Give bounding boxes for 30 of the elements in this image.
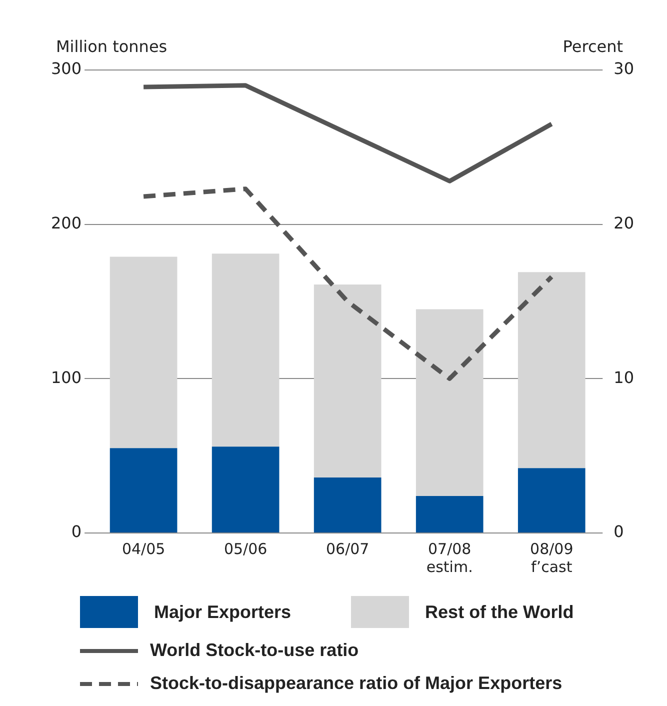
y-tick-label: 100 xyxy=(50,368,82,387)
line-series xyxy=(141,186,554,381)
legend-label: Major Exporters xyxy=(154,602,292,622)
x-tick-label: 06/07 xyxy=(326,540,370,558)
bar xyxy=(518,468,586,532)
bar xyxy=(212,446,280,532)
y2-tick-label: 20 xyxy=(614,213,634,232)
x-tick-label: 08/09 f’cast xyxy=(530,540,574,576)
legend-label: Rest of the World xyxy=(425,602,574,622)
y2-tick-label: 0 xyxy=(614,522,624,542)
y-tick-label: 300 xyxy=(50,59,82,78)
y-tick-label: 0 xyxy=(71,522,82,542)
y2-tick-label: 30 xyxy=(614,59,634,78)
bar xyxy=(314,477,382,532)
bar xyxy=(416,309,484,496)
legend-label: Stock-to-disappearance ratio of Major Exporters xyxy=(150,673,562,694)
x-tick-label: 05/06 xyxy=(224,540,268,558)
x-tick-label: 04/05 xyxy=(122,540,166,558)
bar xyxy=(518,272,586,468)
bar xyxy=(212,254,280,447)
y2-axis-title: Percent xyxy=(562,37,623,56)
legend-label: World Stock-to-use ratio xyxy=(150,640,359,661)
x-tick-label: 07/08 estim. xyxy=(426,540,473,576)
bar xyxy=(110,448,178,532)
y2-tick-label: 10 xyxy=(614,368,634,387)
bar xyxy=(416,496,484,532)
y-axis-title: Million tonnes xyxy=(56,37,168,56)
bar xyxy=(314,284,382,478)
y-tick-label: 200 xyxy=(50,213,82,232)
bar xyxy=(110,256,178,448)
